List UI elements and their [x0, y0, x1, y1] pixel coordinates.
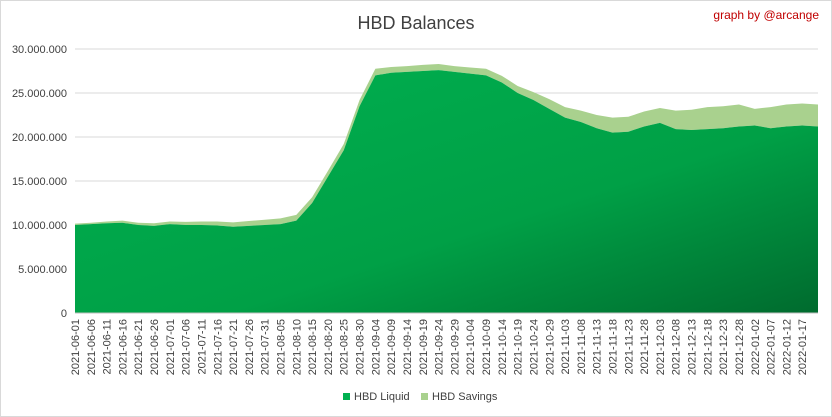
x-tick-label: 2021-12-28 — [734, 319, 746, 375]
y-tick-label: 10.000.000 — [12, 220, 67, 232]
legend-label-hbd-savings: HBD Savings — [432, 391, 498, 403]
y-axis-ticks: 0 5.000.000 10.000.000 15.000.000 20.000.000… — [12, 44, 67, 320]
x-tick-label: 2021-10-24 — [528, 319, 540, 375]
legend: HBD Liquid HBD Savings — [343, 391, 498, 403]
x-tick-label: 2022-01-07 — [766, 319, 778, 375]
x-tick-label: 2021-10-19 — [513, 319, 525, 375]
y-tick-label: 5.000.000 — [18, 264, 67, 276]
x-tick-label: 2021-12-18 — [702, 319, 714, 375]
x-tick-label: 2021-10-09 — [481, 319, 493, 375]
x-tick-label: 2021-07-16 — [212, 319, 224, 375]
x-tick-label: 2021-06-01 — [70, 319, 82, 375]
x-tick-label: 2021-09-24 — [434, 319, 446, 375]
x-tick-label: 2021-12-13 — [687, 319, 699, 375]
chart-credit: graph by @arcange — [713, 8, 819, 22]
x-tick-label: 2021-07-06 — [181, 319, 193, 375]
x-tick-label: 2021-08-10 — [291, 319, 303, 375]
x-tick-label: 2021-11-18 — [607, 319, 619, 374]
y-tick-label: 25.000.000 — [12, 88, 67, 100]
x-tick-label: 2021-06-16 — [117, 319, 129, 375]
x-tick-label: 2021-11-13 — [592, 319, 604, 374]
chart-title: HBD Balances — [357, 13, 474, 33]
x-tick-label: 2021-10-04 — [465, 319, 477, 375]
x-tick-label: 2022-01-17 — [797, 319, 809, 375]
x-tick-label: 2021-12-03 — [655, 319, 667, 375]
x-tick-label: 2021-11-28 — [639, 319, 651, 374]
x-tick-label: 2021-08-30 — [355, 319, 367, 375]
x-tick-label: 2021-12-08 — [671, 319, 683, 375]
area-series — [75, 63, 818, 314]
x-tick-label: 2022-01-12 — [781, 319, 793, 375]
x-tick-label: 2021-06-26 — [149, 319, 161, 375]
x-tick-label: 2021-07-31 — [260, 319, 272, 375]
x-tick-label: 2021-09-29 — [449, 319, 461, 375]
x-tick-label: 2021-08-05 — [276, 319, 288, 375]
x-tick-label: 2021-10-29 — [544, 319, 556, 375]
y-tick-label: 0 — [61, 308, 67, 320]
y-tick-label: 15.000.000 — [12, 176, 67, 188]
legend-label-hbd-liquid: HBD Liquid — [354, 391, 410, 403]
x-tick-label: 2022-01-02 — [750, 319, 762, 375]
x-tick-label: 2021-11-23 — [623, 319, 635, 374]
x-tick-label: 2021-11-03 — [560, 319, 572, 374]
x-tick-label: 2021-06-21 — [133, 319, 145, 375]
x-tick-label: 2021-08-25 — [339, 319, 351, 375]
x-tick-label: 2021-09-09 — [386, 319, 398, 375]
x-tick-label: 2021-11-08 — [576, 319, 588, 374]
x-tick-label: 2021-09-19 — [418, 319, 430, 375]
x-tick-label: 2021-06-06 — [86, 319, 98, 375]
x-tick-label: 2021-07-26 — [244, 319, 256, 375]
y-tick-label: 20.000.000 — [12, 132, 67, 144]
area-hbd-liquid — [75, 70, 818, 314]
y-tick-label: 30.000.000 — [12, 44, 67, 56]
x-tick-label: 2021-06-11 — [102, 319, 114, 374]
x-tick-label: 2021-09-04 — [370, 319, 382, 375]
x-tick-label: 2021-07-01 — [165, 319, 177, 375]
x-tick-label: 2021-07-11 — [196, 319, 208, 374]
x-tick-label: 2021-12-23 — [718, 319, 730, 375]
x-tick-label: 2021-08-20 — [323, 319, 335, 375]
x-tick-label: 2021-09-14 — [402, 319, 414, 375]
legend-swatch-hbd-savings — [421, 393, 428, 400]
legend-swatch-hbd-liquid — [343, 393, 350, 400]
x-tick-label: 2021-07-21 — [228, 319, 240, 375]
x-axis-ticks: 2021-06-01 2021-06-06 2021-06-11 2021-06-16… — [70, 319, 809, 375]
x-tick-label: 2021-08-15 — [307, 319, 319, 375]
x-tick-label: 2021-10-14 — [497, 319, 509, 375]
